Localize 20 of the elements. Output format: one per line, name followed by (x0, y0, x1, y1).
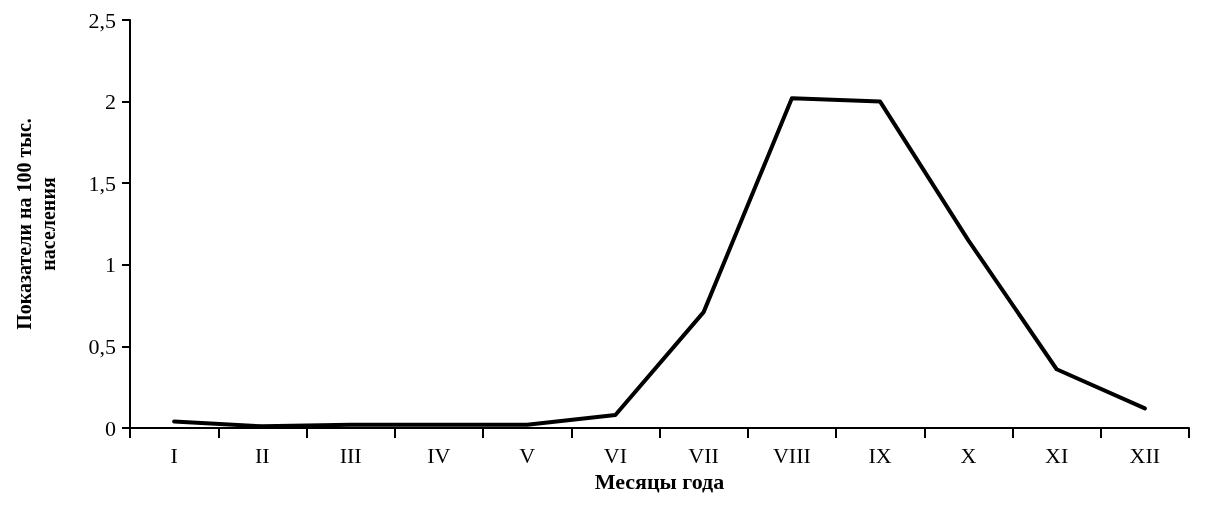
x-tick-label: X (960, 442, 977, 468)
y-tick-label: 0 (105, 415, 116, 441)
y-axis-title: Показатели на 100 тыс. населения (13, 118, 59, 330)
y-tick-label: 2,5 (88, 7, 116, 33)
x-tick-label: IX (868, 442, 892, 468)
y-tick-label: 0,5 (88, 333, 116, 359)
x-tick-label: V (519, 442, 536, 468)
x-tick-label: XII (1129, 442, 1161, 468)
y-tick-label: 2 (105, 89, 116, 115)
x-tick-label: IV (427, 442, 451, 468)
y-tick-label: 1 (105, 252, 116, 278)
y-tick-label: 1,5 (88, 170, 116, 196)
x-tick-label: XI (1045, 442, 1069, 468)
x-tick-label: VIII (772, 442, 811, 468)
x-tick-label: VI (603, 442, 627, 468)
x-tick-label: II (255, 442, 270, 468)
x-tick-label: VII (688, 442, 719, 468)
x-axis-title: Месяцы года (594, 469, 725, 495)
x-tick-label: I (170, 442, 178, 468)
x-tick-label: III (339, 442, 362, 468)
